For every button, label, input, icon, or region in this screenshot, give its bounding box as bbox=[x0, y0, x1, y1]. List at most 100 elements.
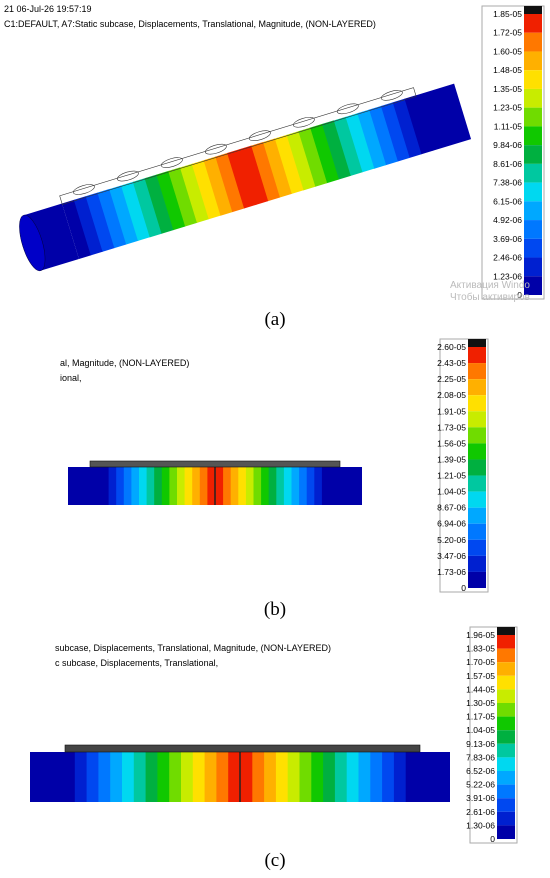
contour-band bbox=[184, 467, 193, 505]
contour-band bbox=[192, 752, 206, 802]
legend-label: 0 bbox=[490, 834, 495, 844]
legend-swatch bbox=[524, 32, 542, 52]
contour-band bbox=[133, 752, 147, 802]
legend-swatch bbox=[524, 14, 542, 33]
legend-swatch bbox=[468, 427, 486, 444]
contour-band bbox=[297, 127, 328, 187]
legend-swatch bbox=[468, 443, 486, 460]
legend-label: 4.92-06 bbox=[493, 215, 522, 225]
legend-swatch bbox=[497, 784, 515, 799]
header-text: C1:DEFAULT, A7:Static subcase, Displacem… bbox=[4, 19, 376, 29]
legend-swatch bbox=[468, 363, 486, 380]
legend-label: 5.20-06 bbox=[437, 535, 466, 545]
contour-band bbox=[299, 752, 312, 802]
contour-band bbox=[192, 467, 201, 505]
panel-label: (a) bbox=[264, 309, 285, 330]
contour-band bbox=[310, 752, 324, 802]
legend-swatch bbox=[497, 798, 515, 812]
contour-band bbox=[204, 752, 217, 802]
legend-swatch bbox=[468, 411, 486, 428]
contour-band bbox=[345, 113, 375, 173]
legend-label: 7.83-06 bbox=[466, 752, 495, 762]
legend-swatch bbox=[468, 395, 486, 412]
legend-label: 1.96-05 bbox=[466, 630, 495, 640]
model-b bbox=[68, 460, 362, 505]
legend-label: 3.69-06 bbox=[493, 234, 522, 244]
contour-band bbox=[250, 142, 280, 202]
contour-band bbox=[228, 752, 241, 802]
legend-swatch bbox=[468, 379, 486, 396]
contour-band bbox=[215, 467, 224, 505]
contour-band bbox=[161, 467, 170, 505]
contour-band bbox=[145, 752, 158, 802]
legend-swatch bbox=[468, 475, 486, 492]
legend-label: 2.25-05 bbox=[437, 374, 466, 384]
panel-label: (c) bbox=[264, 850, 285, 871]
contour-band bbox=[262, 138, 292, 198]
beam-end bbox=[417, 752, 450, 802]
legend-cap bbox=[497, 627, 515, 635]
contour-band bbox=[199, 467, 208, 505]
legend-label: 1.70-05 bbox=[466, 657, 495, 667]
contour-band bbox=[238, 145, 269, 205]
legend-swatch bbox=[468, 491, 486, 508]
header-text: c subcase, Displacements, Translational, bbox=[55, 658, 218, 668]
beam-end bbox=[68, 467, 101, 505]
legend-label: 0 bbox=[517, 290, 522, 300]
legend-swatch bbox=[524, 70, 542, 89]
legend-label: 3.91-06 bbox=[466, 793, 495, 803]
color-legend: 1.85-05 1.72-05 1.60-05 1.48-05 1.35-05 1.23-… bbox=[481, 5, 545, 300]
legend-swatch bbox=[497, 703, 515, 717]
legend-swatch bbox=[497, 675, 515, 690]
legend-label: 9.84-06 bbox=[493, 140, 522, 150]
cylinder-end bbox=[19, 214, 46, 272]
contour-band bbox=[283, 467, 292, 505]
legend-label: 1.44-05 bbox=[466, 684, 495, 694]
legend-label: 1.30-05 bbox=[466, 698, 495, 708]
bolt-head bbox=[116, 170, 139, 182]
legend-label: 1.23-06 bbox=[493, 271, 522, 281]
legend-label: 1.30-06 bbox=[466, 820, 495, 830]
contour-band bbox=[139, 467, 148, 505]
legend-swatch bbox=[468, 507, 486, 524]
legend-swatch bbox=[497, 716, 515, 731]
contour-band bbox=[393, 752, 406, 802]
contour-band bbox=[116, 467, 125, 505]
header-text: 21 06-Jul-26 19:57:19 bbox=[4, 4, 92, 14]
legend-swatch bbox=[497, 689, 515, 703]
contour-band bbox=[179, 163, 210, 223]
bolt-head bbox=[72, 184, 95, 195]
legend-label: 8.61-06 bbox=[493, 159, 522, 169]
contour-band bbox=[263, 752, 276, 802]
contour-band bbox=[309, 124, 339, 184]
legend-cap bbox=[524, 6, 542, 14]
contour-band bbox=[177, 467, 186, 505]
legend-swatch bbox=[524, 201, 542, 221]
legend-swatch bbox=[524, 145, 542, 164]
legend-label: 1.48-05 bbox=[493, 65, 522, 75]
contour-band bbox=[216, 752, 229, 802]
legend-label: 9.13-06 bbox=[466, 739, 495, 749]
contour-band bbox=[146, 467, 155, 505]
contour-band bbox=[275, 752, 288, 802]
legend-label: 1.39-05 bbox=[437, 454, 466, 464]
contour-band bbox=[260, 467, 269, 505]
legend-swatch bbox=[524, 220, 542, 239]
contour-band bbox=[227, 149, 257, 209]
contour-band bbox=[245, 467, 254, 505]
contour-band bbox=[298, 467, 307, 505]
contour-band bbox=[230, 467, 239, 505]
header-text: al, Magnitude, (NON-LAYERED) bbox=[60, 358, 189, 368]
legend-swatch bbox=[468, 347, 486, 364]
contour-band bbox=[120, 181, 151, 241]
legend-swatch bbox=[468, 523, 486, 540]
legend-label: 2.08-05 bbox=[437, 390, 466, 400]
contour-band bbox=[109, 185, 139, 245]
contour-band bbox=[405, 752, 418, 802]
contour-band bbox=[203, 156, 233, 216]
legend-label: 2.60-05 bbox=[437, 342, 466, 352]
contour-band bbox=[287, 752, 300, 802]
contour-band bbox=[73, 196, 104, 256]
color-legend: 1.96-05 1.83-05 1.70-05 1.57-05 1.44-05 1.30-… bbox=[466, 626, 518, 844]
